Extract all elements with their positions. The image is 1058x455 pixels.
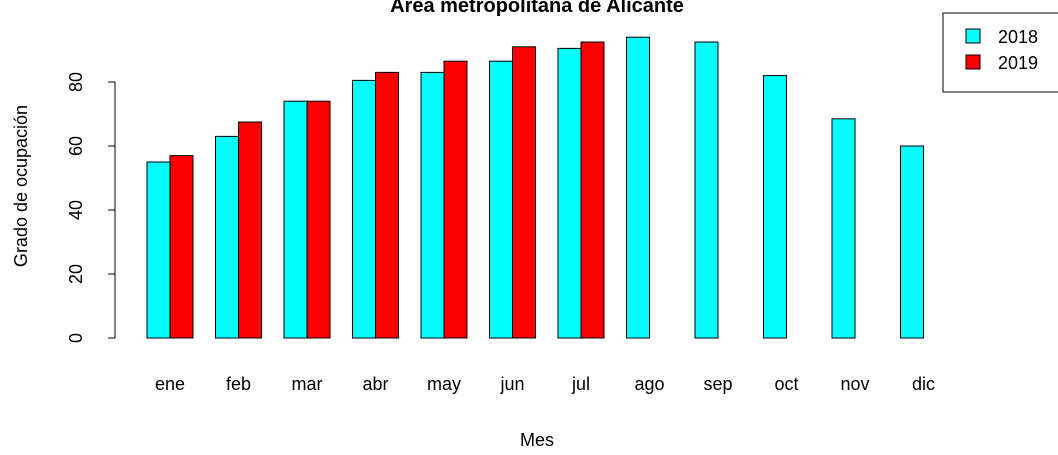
x-tick-labels: ene feb mar abr may jun jul ago sep oct nov dic: [155, 374, 935, 394]
bar-2019-jul: [580, 41, 605, 339]
bar-2019-jun: [512, 46, 536, 339]
bar-2018-nov: [831, 118, 856, 339]
x-tick-label: ene: [155, 374, 185, 394]
bar-2018-feb: [215, 135, 239, 339]
legend-label-2018: 2018: [998, 27, 1038, 47]
bar-2018-abr: [352, 79, 376, 339]
x-axis-label: Mes: [520, 430, 554, 450]
chart-title: Área metropolitana de Alicante: [390, 0, 684, 17]
y-tick-label: 0: [66, 333, 86, 343]
x-tick-label: dic: [912, 374, 935, 394]
bar-2018-dic: [900, 145, 924, 339]
y-axis-label: Grado de ocupación: [11, 105, 31, 267]
bar-2018-oct: [763, 75, 787, 339]
bar-2018-jul: [557, 47, 582, 339]
x-tick-label: abr: [362, 374, 388, 394]
bar-2019-abr: [375, 71, 399, 339]
bars-group: [146, 36, 924, 339]
bar-2018-ene: [146, 161, 171, 339]
x-tick-label: mar: [292, 374, 323, 394]
x-tick-label: oct: [774, 374, 798, 394]
y-tick-label: 60: [66, 136, 86, 156]
y-tick-label: 40: [66, 200, 86, 220]
bar-2018-ago: [626, 36, 650, 339]
bar-2019-mar: [306, 100, 331, 339]
x-tick-label: sep: [703, 374, 732, 394]
x-tick-label: jul: [571, 374, 590, 394]
legend-box: [942, 12, 1058, 93]
x-tick-label: may: [427, 374, 461, 394]
bar-2019-feb: [238, 121, 262, 339]
legend-swatch-2019: [965, 54, 981, 70]
bar-2018-may: [420, 71, 445, 339]
x-tick-label: feb: [226, 374, 251, 394]
bar-2018-mar: [283, 100, 308, 339]
y-tick-label: 80: [66, 72, 86, 92]
bar-2018-sep: [694, 41, 719, 339]
legend: 2018 2019: [942, 12, 1058, 93]
bar-2018-jun: [489, 60, 513, 339]
y-axis: 0 20 40 60 80: [66, 72, 116, 343]
legend-swatch-2018: [965, 28, 981, 44]
x-tick-label: ago: [634, 374, 664, 394]
bar-2019-ene: [169, 155, 194, 339]
bar-2019-may: [443, 60, 468, 339]
y-tick-label: 20: [66, 264, 86, 284]
legend-label-2019: 2019: [998, 53, 1038, 73]
x-tick-label: jun: [499, 374, 524, 394]
x-tick-label: nov: [840, 374, 869, 394]
